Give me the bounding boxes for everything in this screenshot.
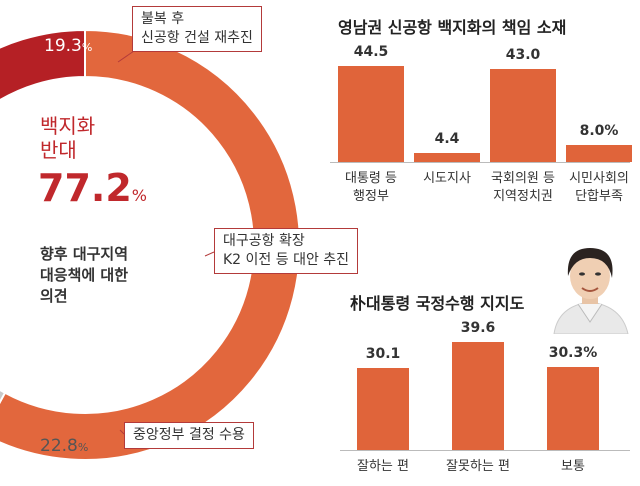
callout-rebuild: 불복 후 신공항 건설 재추진 [132,6,262,52]
responsibility-bar [566,144,632,162]
responsibility-category-label: 시민사회의 단합부족 [569,171,629,204]
responsibility-bar [338,66,404,162]
responsibility-bar [490,69,556,162]
president-portrait [548,236,632,334]
center-label: 백지화 반대 [40,114,96,162]
responsibility-category-label: 대통령 등 행정부 [345,171,397,204]
responsibility-category-label: 시도지사 [423,171,471,186]
approval-title: 朴대통령 국정수행 지지도 [350,294,525,313]
callout-leader [204,251,215,257]
responsibility-value-label: 4.4 [434,130,460,147]
callout-leader [119,429,125,435]
responsibility-value-label: 8.0% [579,122,619,139]
responsibility-baseline [330,162,630,163]
donut-slice [0,388,7,405]
approval-bar [452,342,504,450]
responsibility-category-label: 국회의원 등 지역정치권 [491,171,555,204]
approval-category-label: 잘못하는 편 [446,459,510,474]
callout-alternative: 대구공항 확장 K2 이전 등 대안 추진 [214,228,359,274]
responsibility-bar [414,152,480,162]
approval-value-label: 39.6 [460,320,496,336]
approval-baseline [340,450,630,451]
donut-question: 향후 대구지역 대응책에 대한 의견 [40,245,129,305]
donut-slice [0,28,301,461]
approval-bar [357,367,409,450]
responsibility-value-label: 44.5 [353,44,389,60]
responsibility-title: 영남권 신공항 백지화의 책임 소재 [338,18,567,37]
callout-accept: 중앙정부 결정 수용 [124,422,254,449]
segment-pct-alternative: 57.9% [190,184,239,204]
responsibility-value-label: 43.0 [505,47,541,64]
approval-category-label: 보통 [561,459,585,474]
approval-value-label: 30.3% [548,345,598,362]
approval-value-label: 30.1 [365,345,401,362]
segment-pct-rebuild: 19.3% [44,36,93,56]
approval-bar [547,367,599,450]
center-value: 77.2% [38,166,147,210]
segment-pct-accept: 22.8% [40,436,89,456]
approval-category-label: 잘하는 편 [357,459,409,474]
